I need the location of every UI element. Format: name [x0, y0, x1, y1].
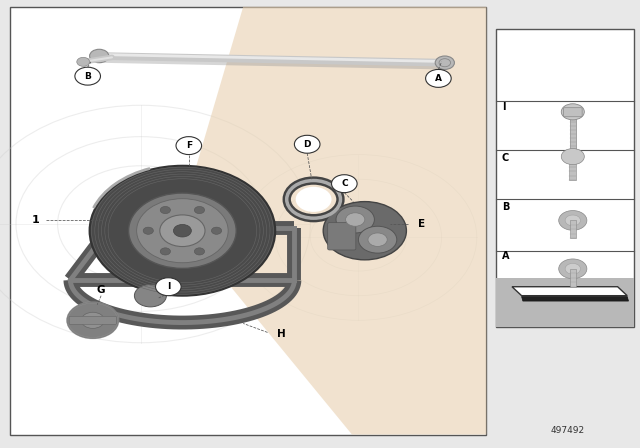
- FancyBboxPatch shape: [570, 269, 576, 287]
- Circle shape: [81, 312, 104, 328]
- Circle shape: [323, 202, 406, 260]
- Text: I: I: [166, 282, 170, 291]
- Circle shape: [561, 148, 584, 165]
- Circle shape: [358, 226, 397, 253]
- Text: F: F: [186, 141, 192, 150]
- Circle shape: [129, 193, 236, 268]
- Text: A: A: [435, 74, 442, 83]
- Circle shape: [195, 248, 205, 255]
- Circle shape: [160, 207, 170, 214]
- Polygon shape: [512, 287, 627, 296]
- Circle shape: [67, 302, 118, 338]
- Circle shape: [75, 67, 100, 85]
- Circle shape: [211, 227, 221, 234]
- Polygon shape: [179, 7, 486, 435]
- Text: A: A: [502, 251, 509, 261]
- FancyBboxPatch shape: [69, 316, 116, 324]
- FancyBboxPatch shape: [10, 7, 486, 435]
- FancyBboxPatch shape: [570, 114, 576, 150]
- Circle shape: [435, 56, 454, 69]
- FancyBboxPatch shape: [570, 220, 576, 238]
- Circle shape: [160, 215, 205, 246]
- Circle shape: [368, 233, 387, 246]
- Circle shape: [559, 259, 587, 279]
- Circle shape: [173, 224, 191, 237]
- FancyBboxPatch shape: [496, 29, 634, 327]
- Circle shape: [156, 278, 181, 296]
- Circle shape: [565, 215, 580, 226]
- Circle shape: [296, 187, 332, 212]
- FancyBboxPatch shape: [328, 223, 356, 250]
- Circle shape: [559, 211, 587, 230]
- Circle shape: [90, 49, 109, 63]
- Text: H: H: [277, 329, 286, 339]
- Circle shape: [561, 104, 584, 120]
- Circle shape: [195, 207, 205, 214]
- Text: C: C: [502, 153, 509, 163]
- Text: 497492: 497492: [550, 426, 585, 435]
- Circle shape: [90, 166, 275, 296]
- Text: 1: 1: [31, 215, 39, 224]
- Circle shape: [336, 206, 374, 233]
- Circle shape: [426, 69, 451, 87]
- Circle shape: [294, 135, 320, 153]
- Text: C: C: [341, 179, 348, 188]
- Circle shape: [143, 227, 154, 234]
- Circle shape: [346, 213, 365, 226]
- Text: I: I: [502, 102, 505, 112]
- Circle shape: [77, 57, 90, 66]
- Text: E: E: [417, 219, 425, 229]
- Polygon shape: [522, 297, 628, 301]
- Text: B: B: [84, 72, 91, 81]
- Circle shape: [137, 199, 228, 263]
- FancyBboxPatch shape: [496, 278, 634, 327]
- Circle shape: [332, 175, 357, 193]
- Circle shape: [565, 263, 580, 274]
- FancyBboxPatch shape: [563, 108, 582, 117]
- Circle shape: [134, 284, 166, 307]
- Text: D: D: [303, 140, 311, 149]
- Circle shape: [176, 137, 202, 155]
- FancyBboxPatch shape: [570, 158, 577, 180]
- Text: G: G: [97, 285, 106, 295]
- Circle shape: [160, 248, 170, 255]
- Text: B: B: [502, 202, 509, 212]
